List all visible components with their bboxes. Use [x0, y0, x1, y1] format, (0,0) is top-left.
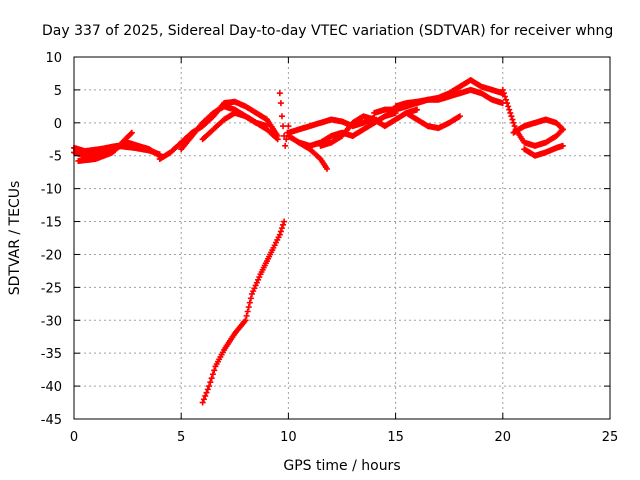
data-point	[278, 225, 285, 232]
data-point	[504, 100, 511, 107]
data-point	[511, 123, 518, 130]
data-point	[243, 312, 250, 319]
data-point	[499, 86, 506, 93]
data-point	[204, 386, 211, 393]
data-point	[242, 317, 249, 324]
data-point	[280, 123, 287, 130]
data-point	[559, 142, 566, 149]
data-point	[128, 129, 135, 136]
data-point	[506, 106, 513, 113]
data-point	[200, 396, 207, 403]
axis-ticks: 10 5 0 -5 -10 -15 -20 -25 -30 -35 -40 -45 0 5 10 15 20 25	[41, 51, 619, 445]
data-point	[207, 379, 214, 386]
y-tick-label: 0	[54, 117, 62, 132]
series-track-i	[296, 139, 330, 172]
data-point	[456, 113, 463, 120]
data-point	[273, 135, 280, 142]
data-point	[206, 383, 213, 390]
data-point	[277, 100, 284, 107]
data-point	[277, 228, 284, 235]
y-tick-label: -45	[41, 413, 62, 428]
data-point	[505, 103, 512, 110]
data-point	[245, 304, 252, 311]
data-point	[285, 123, 292, 130]
data-point	[211, 367, 218, 374]
data-point	[510, 119, 517, 126]
plot-frame	[73, 56, 611, 420]
data-point	[203, 389, 210, 396]
series-track-c	[75, 129, 135, 164]
data-point	[263, 123, 270, 130]
x-tick-label: 20	[495, 430, 512, 445]
series-track-n	[403, 109, 463, 132]
chart-title: Day 337 of 2025, Sidereal Day-to-day VTE…	[42, 23, 613, 39]
series-track-k	[285, 114, 378, 136]
series-track-r	[199, 218, 288, 406]
series-track-q	[521, 142, 566, 159]
data-point	[202, 392, 209, 399]
data-point	[414, 106, 421, 113]
y-tick-label: 5	[54, 84, 62, 99]
data-point	[208, 375, 215, 382]
x-tick-label: 5	[177, 430, 185, 445]
data-point	[323, 165, 330, 172]
data-point	[283, 136, 290, 143]
data-point	[199, 399, 206, 406]
x-tick-label: 25	[602, 430, 619, 445]
data-point	[509, 116, 516, 123]
series-track-o	[499, 86, 566, 149]
y-tick-label: -20	[41, 248, 62, 263]
x-tick-label: 15	[387, 430, 404, 445]
data-point	[282, 142, 289, 149]
data-point	[244, 308, 251, 315]
series-track-m	[392, 86, 506, 110]
data-point	[558, 125, 565, 132]
data-point	[209, 371, 216, 378]
x-tick-label: 10	[280, 430, 297, 445]
x-tick-label: 0	[70, 430, 78, 445]
y-tick-label: -40	[41, 380, 62, 395]
data-point	[127, 130, 134, 137]
x-axis-label: GPS time / hours	[283, 458, 400, 474]
data-point	[559, 126, 566, 133]
y-tick-label: 10	[45, 51, 62, 66]
data-point	[280, 221, 287, 228]
data-point	[274, 136, 281, 143]
data-point	[246, 299, 253, 306]
y-tick-label: -10	[41, 183, 62, 198]
series-track-f	[199, 109, 270, 143]
data-point	[276, 90, 283, 97]
data-point	[247, 295, 254, 302]
y-tick-label: -5	[49, 150, 62, 165]
y-axis-label: SDTVAR / TECUs	[7, 181, 23, 296]
y-tick-label: -15	[41, 216, 62, 231]
data-point	[500, 90, 507, 97]
data-point	[507, 109, 514, 116]
data-point	[508, 113, 515, 120]
data-point	[276, 231, 283, 238]
y-tick-label: -30	[41, 314, 62, 329]
grid	[73, 56, 611, 420]
series-track-p	[510, 116, 566, 136]
y-tick-label: -25	[41, 281, 62, 296]
data-series	[71, 77, 566, 406]
data-point	[501, 93, 508, 100]
y-tick-label: -35	[41, 347, 62, 362]
data-point	[278, 113, 285, 120]
data-point	[281, 218, 288, 225]
data-point	[503, 96, 510, 103]
